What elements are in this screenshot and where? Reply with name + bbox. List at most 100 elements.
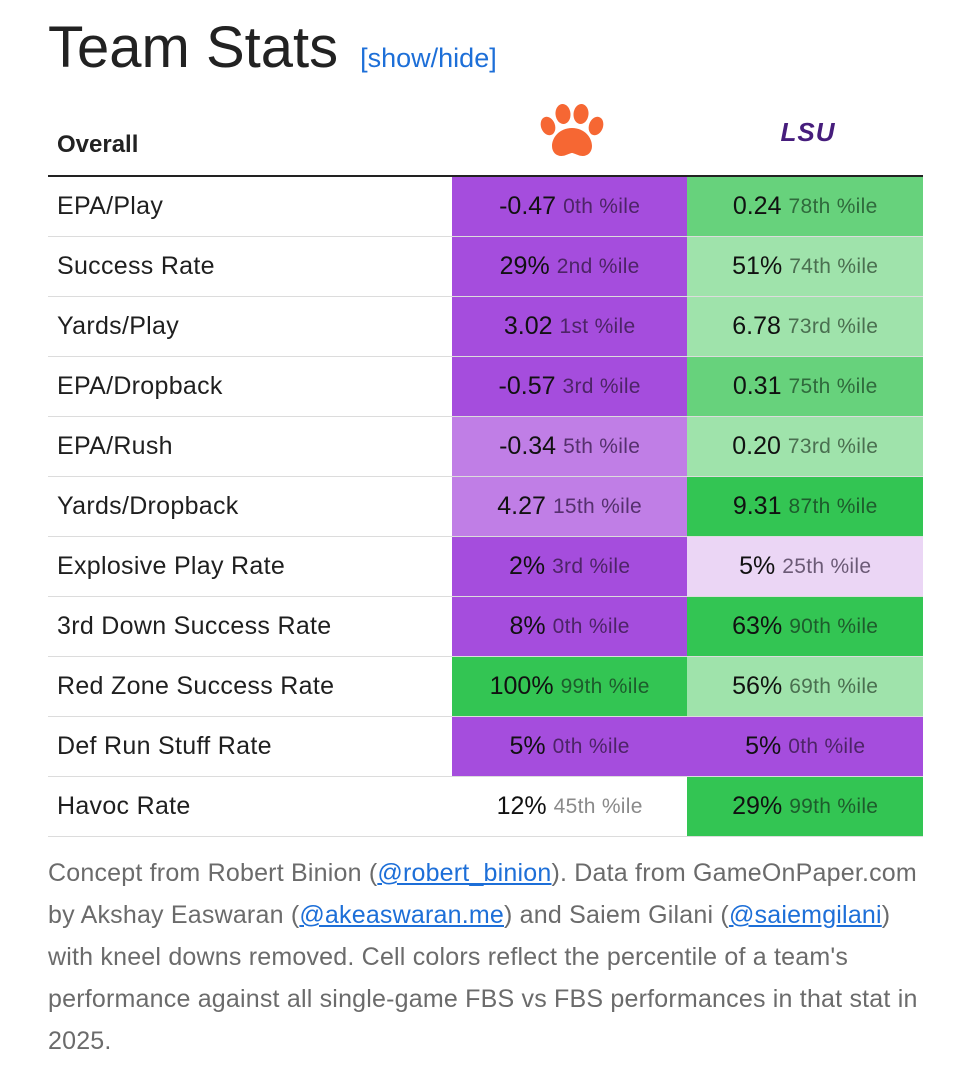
lsu-stat-cell: 0.24 78th %ile	[687, 177, 923, 236]
stat-value: 8%	[509, 612, 546, 640]
stat-value: 5%	[509, 732, 546, 760]
stat-label: Yards/Dropback	[57, 492, 239, 520]
stat-value: 0.31	[732, 372, 782, 400]
table-row: EPA/Play -0.47 0th %ile 0.24 78th %ile	[48, 177, 923, 237]
akeaswaran-link[interactable]: @akeaswaran.me	[299, 901, 504, 929]
show-hide-toggle[interactable]: [show/hide]	[360, 43, 497, 73]
percentile-value: 78th %ile	[788, 194, 878, 218]
clemson-stat-cell: 100% 99th %ile	[451, 657, 688, 716]
stat-value: 29%	[499, 252, 550, 280]
stat-label: EPA/Play	[57, 192, 164, 220]
stat-value: 29%	[732, 792, 783, 820]
page-title: Team Stats	[48, 15, 339, 80]
table-row: Success Rate 29% 2nd %ile 51% 74th %ile	[48, 237, 923, 297]
percentile-value: 15th %ile	[552, 494, 643, 518]
percentile-value: 0th %ile	[788, 734, 866, 758]
percentile-value: 1st %ile	[559, 314, 636, 338]
saiemgilani-link[interactable]: @saiemgilani	[728, 901, 882, 929]
section-label: Overall	[57, 131, 139, 158]
percentile-value: 73rd %ile	[787, 434, 879, 458]
stat-label: Explosive Play Rate	[57, 552, 286, 580]
footnote-text: ) and Saiem Gilani (	[504, 901, 729, 929]
lsu-stat-cell: 0.31 75th %ile	[687, 357, 923, 416]
stat-value: 4.27	[497, 492, 546, 520]
clemson-stat-cell: 3.02 1st %ile	[451, 297, 688, 356]
lsu-stat-cell: 56% 69th %ile	[687, 657, 923, 716]
footnote-text: ). Data from GameOnPaper.com by Akshay E…	[48, 859, 917, 929]
lsu-stat-cell: 5% 25th %ile	[687, 537, 923, 596]
stat-label: Success Rate	[57, 252, 215, 280]
percentile-value: 0th %ile	[552, 614, 630, 638]
clemson-stat-cell: -0.34 5th %ile	[451, 417, 688, 476]
stat-value: 3.02	[503, 312, 553, 340]
stat-value: 0.24	[732, 192, 782, 220]
percentile-value: 74th %ile	[789, 254, 879, 278]
percentile-value: 99th %ile	[560, 674, 650, 698]
percentile-value: 87th %ile	[788, 494, 878, 518]
stat-value: 56%	[732, 672, 783, 700]
clemson-stat-cell: 2% 3rd %ile	[451, 537, 688, 596]
stat-label: EPA/Dropback	[57, 372, 223, 400]
lsu-stat-cell: 6.78 73rd %ile	[687, 297, 923, 356]
stat-value: 2%	[508, 552, 546, 580]
percentile-value: 3rd %ile	[552, 554, 631, 578]
table-row: EPA/Rush -0.34 5th %ile 0.20 73rd %ile	[48, 417, 923, 477]
lsu-stat-cell: 29% 99th %ile	[687, 777, 923, 836]
stat-label: 3rd Down Success Rate	[57, 612, 332, 640]
stat-value: 6.78	[732, 312, 781, 340]
table-row: Def Run Stuff Rate 5% 0th %ile 5% 0th %ile	[48, 717, 923, 777]
lsu-stat-cell: 0.20 73rd %ile	[687, 417, 923, 476]
stat-value: -0.57	[498, 372, 556, 400]
table-body: EPA/Play -0.47 0th %ile 0.24 78th %ile Succes…	[48, 177, 923, 837]
percentile-value: 73rd %ile	[787, 314, 879, 338]
stat-label: Havoc Rate	[57, 792, 191, 820]
table-row: Yards/Play 3.02 1st %ile 6.78 73rd %ile	[48, 297, 923, 357]
percentile-value: 25th %ile	[782, 554, 872, 578]
percentile-value: 99th %ile	[789, 794, 879, 818]
table-row: Explosive Play Rate 2% 3rd %ile 5% 25th %ile	[48, 537, 923, 597]
lsu-logo: LSU	[781, 118, 835, 146]
stat-label: Red Zone Success Rate	[57, 672, 335, 700]
table-header: Overall LSU	[48, 104, 923, 177]
percentile-value: 5th %ile	[563, 434, 641, 458]
clemson-stat-cell: 5% 0th %ile	[451, 717, 688, 776]
stat-value: 63%	[732, 612, 783, 640]
clemson-stat-cell: 12% 45th %ile	[451, 777, 688, 836]
stat-value: 0.20	[732, 432, 781, 460]
stat-value: -0.34	[499, 432, 557, 460]
stat-label: EPA/Rush	[57, 432, 173, 460]
stat-label: Yards/Play	[57, 312, 180, 340]
robert-binion-link[interactable]: @robert_binion	[377, 859, 552, 887]
lsu-stat-cell: 51% 74th %ile	[687, 237, 923, 296]
table-row: EPA/Dropback -0.57 3rd %ile 0.31 75th %ile	[48, 357, 923, 417]
stat-value: 100%	[489, 672, 554, 700]
stat-value: -0.47	[499, 192, 557, 220]
table-row: Red Zone Success Rate 100% 99th %ile 56% 69t…	[48, 657, 923, 717]
title-row: Team Stats [show/hide]	[48, 14, 497, 84]
table-row: Havoc Rate 12% 45th %ile 29% 99th %ile	[48, 777, 923, 837]
clemson-stat-cell: 8% 0th %ile	[451, 597, 688, 656]
percentile-value: 0th %ile	[563, 194, 641, 218]
percentile-value: 45th %ile	[553, 794, 643, 818]
stat-value: 9.31	[732, 492, 782, 520]
stat-value: 12%	[496, 792, 547, 820]
clemson-stat-cell: 29% 2nd %ile	[451, 237, 688, 296]
clemson-stat-cell: -0.47 0th %ile	[451, 177, 688, 236]
footnote-text: Concept from Robert Binion (	[48, 859, 378, 887]
stats-table: Overall LSU EPA/Play -0.47 0th %ile 0.24 78t…	[48, 104, 923, 837]
lsu-stat-cell: 9.31 87th %ile	[687, 477, 923, 536]
footnote-text: ) with kneel downs removed. Cell colors …	[48, 901, 918, 1055]
table-row: Yards/Dropback 4.27 15th %ile 9.31 87th %ile	[48, 477, 923, 537]
lsu-stat-cell: 5% 0th %ile	[687, 717, 923, 776]
percentile-value: 0th %ile	[552, 734, 630, 758]
percentile-value: 2nd %ile	[556, 254, 640, 278]
stat-value: 51%	[732, 252, 783, 280]
stat-value: 5%	[739, 552, 776, 580]
clemson-stat-cell: -0.57 3rd %ile	[451, 357, 688, 416]
stat-value: 5%	[745, 732, 782, 760]
percentile-value: 90th %ile	[789, 614, 879, 638]
lsu-stat-cell: 63% 90th %ile	[687, 597, 923, 656]
percentile-value: 3rd %ile	[562, 374, 641, 398]
table-row: 3rd Down Success Rate 8% 0th %ile 63% 90th %…	[48, 597, 923, 657]
